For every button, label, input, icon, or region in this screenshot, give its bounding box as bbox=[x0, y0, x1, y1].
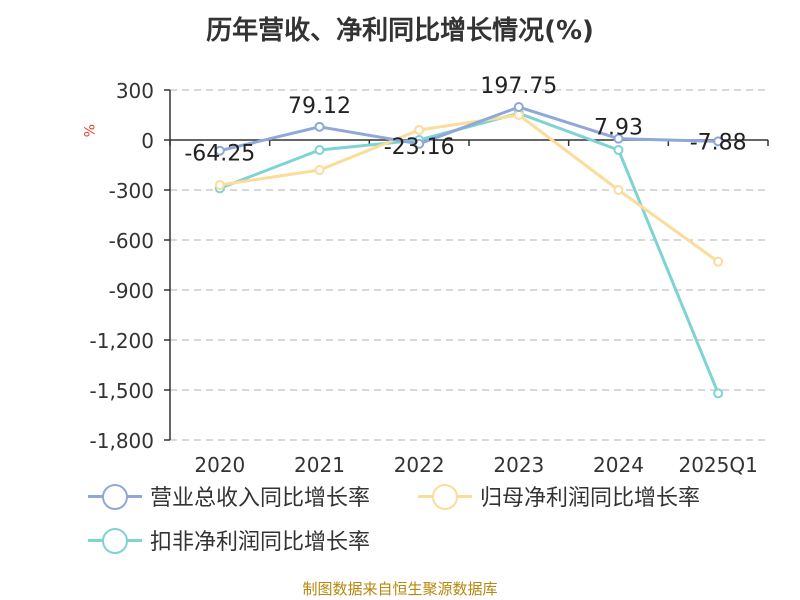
x-tick-label: 2023 bbox=[493, 453, 544, 477]
x-tick-label: 2020 bbox=[194, 453, 245, 477]
legend-swatch-deducted-profit bbox=[88, 528, 142, 554]
legend-item-parent-profit[interactable]: 归母净利润同比增长率 bbox=[418, 480, 700, 512]
data-label: -23.16 bbox=[384, 135, 455, 160]
data-point bbox=[314, 121, 325, 132]
legend-label-revenue: 营业总收入同比增长率 bbox=[150, 486, 371, 511]
x-tick-label: 2025Q1 bbox=[678, 453, 757, 477]
data-point bbox=[513, 110, 524, 120]
series-lines bbox=[214, 102, 724, 399]
source-note: 制图数据来自恒生聚源数据库 bbox=[302, 580, 498, 598]
data-labels: -64.25 79.12 -23.16 197.75 7.93 -7.88 bbox=[184, 74, 746, 167]
y-tick-label: -1,200 bbox=[90, 329, 154, 353]
data-point bbox=[414, 138, 425, 149]
x-tick-label: 2021 bbox=[294, 453, 345, 477]
legend-swatch-parent-profit bbox=[418, 484, 472, 510]
data-point bbox=[613, 185, 624, 195]
data-point bbox=[713, 388, 724, 399]
y-tick-label: -1,500 bbox=[90, 379, 154, 403]
y-tick-labels: 300 0 -300 -600 -900 -1,200 -1,500 -1,800 bbox=[90, 79, 170, 453]
x-tick-label: 2024 bbox=[593, 453, 644, 477]
data-label: 79.12 bbox=[288, 94, 351, 119]
data-point bbox=[513, 102, 524, 113]
legend-label-parent-profit: 归母净利润同比增长率 bbox=[480, 486, 701, 511]
data-point bbox=[314, 145, 325, 155]
legend-label-deducted-profit: 扣非净利润同比增长率 bbox=[150, 530, 371, 555]
x-tick-label: 2022 bbox=[394, 453, 445, 477]
data-label: 7.93 bbox=[594, 116, 643, 141]
data-label: 197.75 bbox=[480, 74, 557, 99]
y-tick-label: -600 bbox=[109, 229, 154, 253]
data-label: -7.88 bbox=[690, 130, 747, 155]
data-point bbox=[713, 256, 724, 267]
data-point bbox=[713, 136, 724, 147]
legend-item-revenue[interactable]: 营业总收入同比增长率 bbox=[88, 480, 370, 512]
data-point bbox=[214, 145, 225, 156]
series-line-0 bbox=[219, 105, 719, 153]
y-tick-label: -300 bbox=[109, 179, 154, 203]
data-point bbox=[414, 125, 425, 135]
legend-item-deducted-profit[interactable]: 扣非净利润同比增长率 bbox=[88, 524, 370, 556]
series-line-1 bbox=[219, 113, 720, 263]
data-point bbox=[314, 165, 325, 175]
data-point bbox=[613, 133, 624, 144]
grid-lines bbox=[170, 89, 768, 441]
data-label: -64.25 bbox=[184, 142, 255, 167]
data-point bbox=[214, 180, 225, 190]
y-tick-label: -900 bbox=[109, 279, 154, 303]
series-line-2 bbox=[219, 111, 720, 394]
data-point bbox=[613, 145, 624, 155]
chart-title: 历年营收、净利同比增长情况(%) bbox=[206, 16, 594, 46]
x-tick-labels: 2020 2021 2022 2023 2024 2025Q1 bbox=[194, 453, 757, 477]
y-tick-label: 0 bbox=[141, 129, 154, 153]
y-tick-label: 300 bbox=[116, 79, 154, 103]
y-tick-label: -1,800 bbox=[90, 429, 154, 453]
legend-swatch-revenue bbox=[88, 484, 142, 510]
